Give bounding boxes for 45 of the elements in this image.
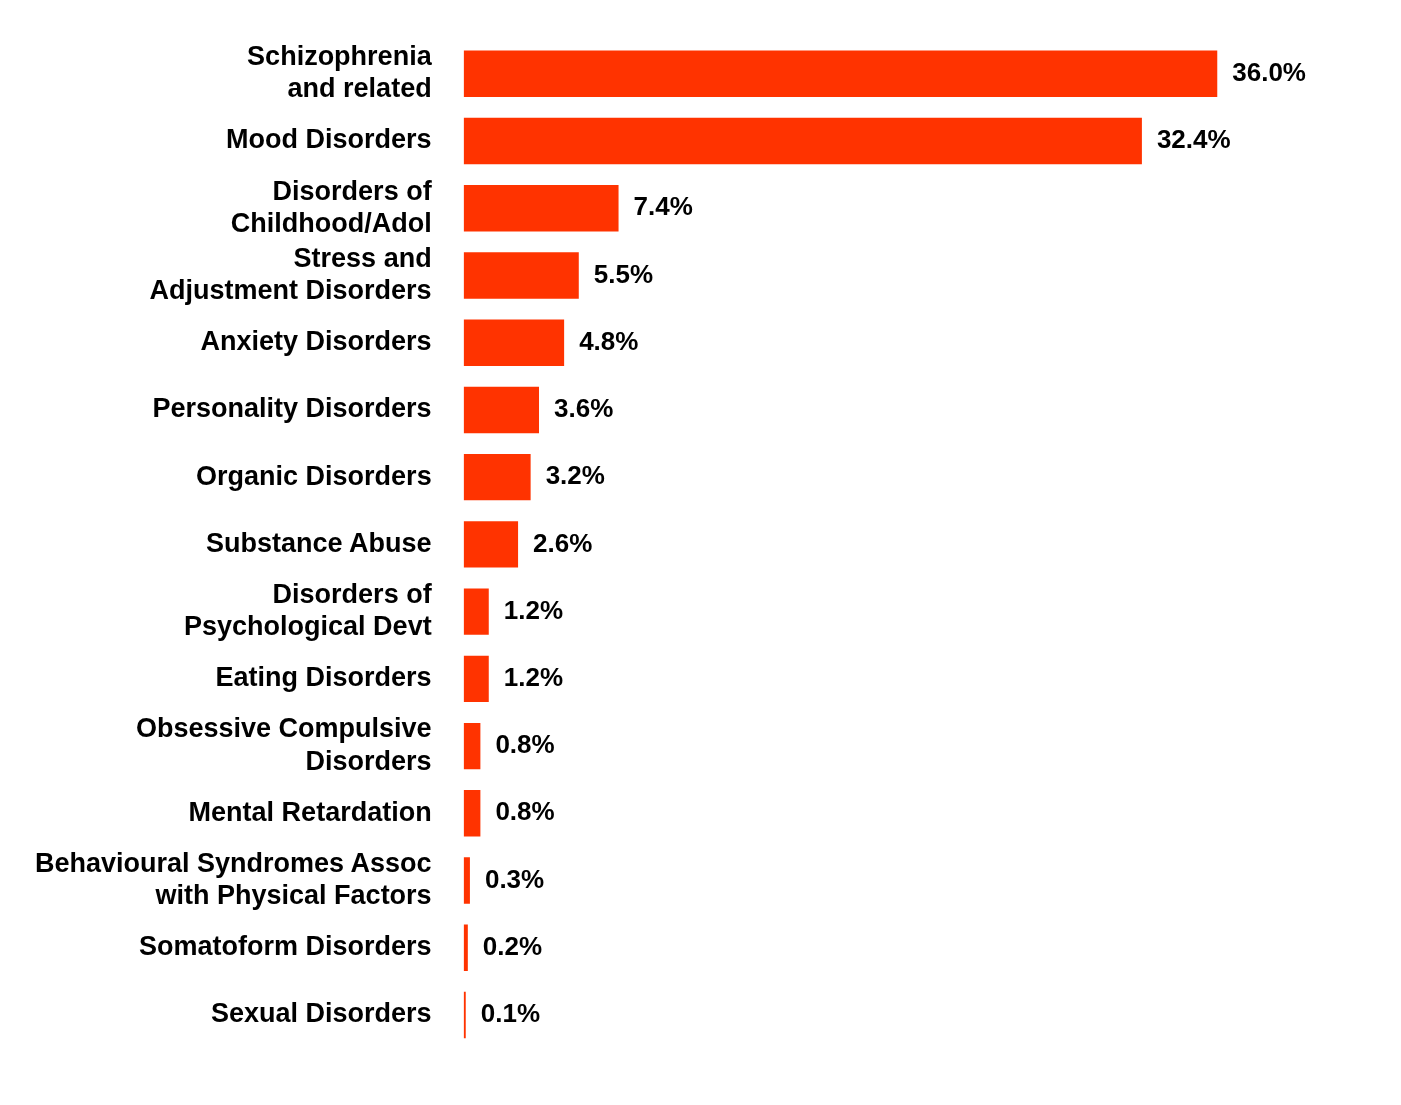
- bar: [463, 790, 481, 837]
- y-tick-label: Substance Abuse: [206, 527, 432, 558]
- data-label: 2.6%: [533, 527, 593, 558]
- y-tick-label: Eating Disorders: [215, 662, 432, 693]
- bar: [463, 924, 468, 971]
- y-tick-label: Stress and Adjustment Disorders: [149, 242, 432, 306]
- y-tick-label: Disorders of Childhood/Adol: [230, 175, 433, 238]
- data-label: 0.3%: [484, 863, 545, 894]
- bar: [463, 252, 579, 299]
- data-label: 36.0%: [1232, 56, 1306, 87]
- bar: [463, 655, 489, 703]
- bar: [463, 319, 565, 366]
- bar: [463, 386, 540, 434]
- data-label: 0.1%: [480, 998, 540, 1029]
- data-label: 7.4%: [633, 191, 693, 222]
- data-label: 32.4%: [1156, 124, 1231, 155]
- bar: [463, 453, 531, 501]
- data-label: 4.8%: [579, 325, 639, 356]
- y-tick-label: Disorders of Psychological Devt: [184, 578, 433, 642]
- bar: [463, 117, 1142, 165]
- y-tick-label: Behavioural Syndromes Assoc with Physical Factors: [34, 847, 432, 911]
- bar: [463, 588, 489, 635]
- data-label: 3.2%: [545, 460, 605, 491]
- y-tick-label: Mental Retardation: [188, 796, 432, 827]
- bar: [463, 50, 1218, 98]
- data-label: 0.8%: [495, 729, 555, 760]
- data-label: 3.6%: [554, 393, 614, 424]
- y-tick-label: Obsessive Compulsive Disorders: [136, 713, 432, 776]
- data-label: 0.2%: [482, 930, 543, 961]
- bar: [463, 722, 481, 770]
- bar: [463, 991, 466, 1039]
- y-tick-label: Organic Disorders: [196, 460, 432, 491]
- y-tick-label: Somatoform Disorders: [139, 931, 432, 962]
- data-label: 0.8%: [495, 796, 555, 827]
- bar: [463, 521, 519, 568]
- data-label: 5.5%: [593, 258, 654, 289]
- y-tick-label: Personality Disorders: [152, 393, 432, 424]
- y-tick-label: Schizophrenia and related: [247, 41, 433, 104]
- y-tick-label: Sexual Disorders: [211, 998, 432, 1029]
- y-tick-label: Anxiety Disorders: [200, 326, 432, 357]
- bar: [463, 185, 619, 232]
- y-tick-label: Mood Disorders: [226, 124, 432, 155]
- bar: [463, 857, 470, 904]
- data-label: 1.2%: [503, 594, 564, 625]
- data-label: 1.2%: [503, 662, 564, 693]
